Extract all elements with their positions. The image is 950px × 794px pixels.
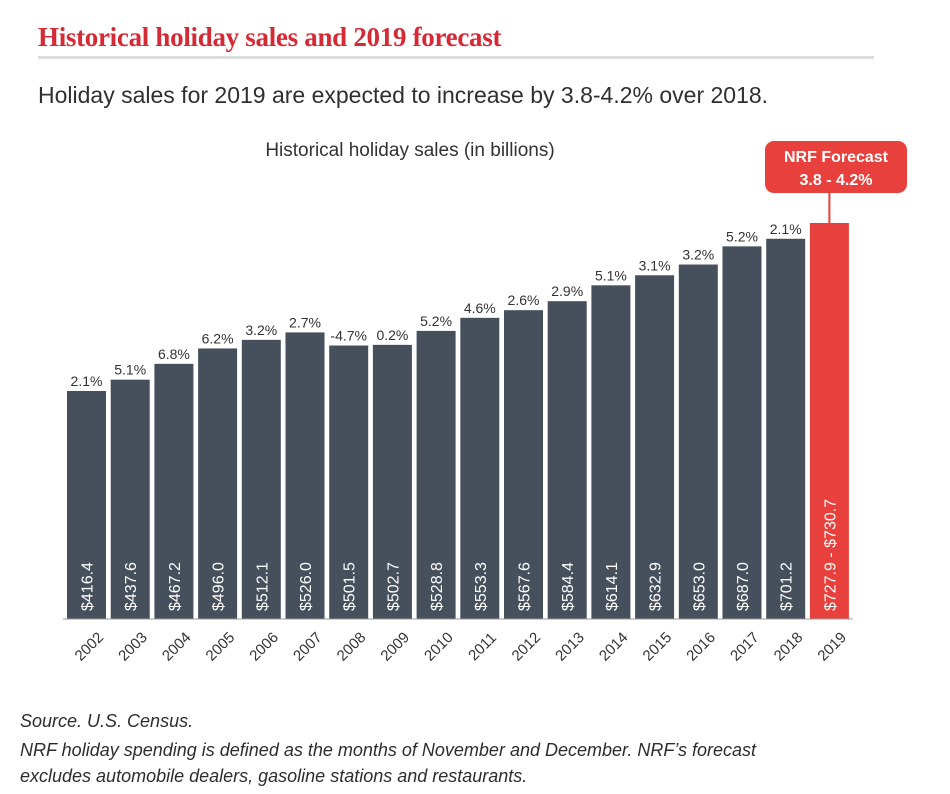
bar-value-label: $727.9 - $730.7	[822, 499, 839, 611]
x-tick-label: 2017	[727, 629, 763, 665]
x-tick-label: 2014	[596, 629, 632, 665]
source-note: Source. U.S. Census.	[20, 711, 194, 731]
x-tick-label: 2018	[771, 629, 807, 665]
page-subtitle: Holiday sales for 2019 are expected to i…	[38, 82, 769, 108]
bar-value-label: $653.0	[691, 562, 708, 611]
x-tick-label: 2002	[72, 629, 108, 665]
bar	[329, 345, 369, 619]
x-tick-label: 2009	[377, 629, 413, 665]
bar	[635, 275, 675, 619]
growth-label: 5.1%	[114, 362, 146, 378]
forecast-callout-range: 3.8 - 4.2%	[800, 172, 873, 189]
forecast-callout-title: NRF Forecast	[784, 149, 889, 166]
bar-value-label: $437.6	[123, 562, 140, 611]
footnote-exclusions: excludes automobile dealers, gasoline st…	[20, 766, 528, 786]
bar	[241, 339, 281, 619]
x-tick-label: 2004	[159, 629, 195, 665]
bar-value-label: $501.5	[342, 562, 359, 611]
x-tick-label: 2016	[683, 629, 719, 665]
bar-value-label: $567.6	[517, 562, 534, 611]
bar	[416, 330, 456, 619]
bar	[766, 238, 806, 619]
bar	[547, 301, 587, 619]
forecast-callout-box	[765, 141, 907, 193]
growth-label: 6.2%	[202, 330, 234, 346]
page-title: Historical holiday sales and 2019 foreca…	[38, 22, 502, 52]
bar	[110, 379, 150, 619]
bar-value-label: $416.4	[80, 562, 97, 611]
growth-label: 5.1%	[595, 267, 627, 283]
growth-label: 4.6%	[464, 300, 496, 316]
bar-value-label: $526.0	[298, 562, 315, 611]
footnote-definition: NRF holiday spending is defined as the m…	[20, 740, 757, 760]
bar-value-label: $467.2	[167, 562, 184, 611]
bar	[678, 264, 718, 619]
x-tick-label: 2003	[115, 629, 151, 665]
x-tick-label: 2008	[334, 629, 370, 665]
bar-value-label: $701.2	[779, 562, 796, 611]
growth-label: 0.2%	[376, 327, 408, 343]
x-tick-label: 2012	[509, 629, 545, 665]
bar-chart: $416.4 2.1% 2002 $437.6 5.1% 2003 $467.2 6.8% 20…	[63, 141, 907, 665]
x-tick-label: 2010	[421, 629, 457, 665]
bar-value-label: $687.0	[735, 562, 752, 611]
x-tick-label: 2011	[465, 629, 500, 664]
x-tick-label: 2013	[552, 629, 588, 665]
bar-value-label: $528.8	[429, 562, 446, 611]
bar	[591, 285, 631, 619]
bar	[285, 332, 325, 619]
bar-value-label: $614.1	[604, 562, 621, 611]
bar-value-label: $584.4	[560, 562, 577, 611]
x-tick-label: 2007	[290, 629, 326, 665]
bar-value-label: $502.7	[385, 562, 402, 611]
bar	[372, 344, 412, 619]
growth-label: 6.8%	[158, 346, 190, 362]
growth-label: 2.6%	[508, 292, 540, 308]
bar-value-label: $553.3	[473, 562, 490, 611]
growth-label: 3.2%	[682, 247, 714, 263]
bar-value-label: $632.9	[648, 562, 665, 611]
bar-value-label: $512.1	[254, 562, 271, 611]
growth-label: 2.1%	[770, 221, 802, 237]
forecast-bar	[809, 223, 849, 619]
bar	[460, 317, 500, 619]
growth-label: 2.1%	[71, 373, 103, 389]
bar	[67, 391, 106, 619]
growth-label: 3.1%	[639, 257, 671, 273]
bar-value-label: $496.0	[211, 562, 228, 611]
growth-label: 2.7%	[289, 314, 321, 330]
x-tick-label: 2005	[203, 629, 239, 665]
x-tick-label: 2006	[246, 629, 282, 665]
growth-label: -4.7%	[330, 328, 367, 344]
bar	[198, 348, 238, 619]
title-divider	[38, 56, 874, 59]
x-tick-label: 2019	[814, 629, 850, 665]
growth-label: 5.2%	[420, 313, 452, 329]
bar	[504, 310, 543, 619]
growth-label: 3.2%	[245, 322, 277, 338]
x-tick-label: 2015	[640, 629, 676, 665]
growth-label: 5.2%	[726, 228, 758, 244]
bar	[154, 363, 194, 619]
bar	[722, 246, 762, 619]
growth-label: 2.9%	[551, 283, 583, 299]
chart-title: Historical holiday sales (in billions)	[265, 140, 555, 161]
